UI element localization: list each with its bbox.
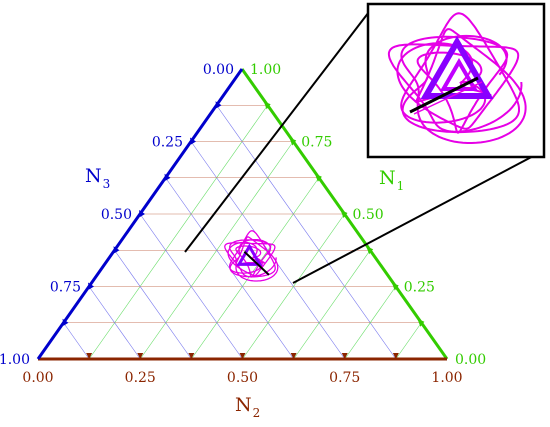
tick-mark-n2	[290, 353, 297, 359]
tick-label-n3: 0.50	[101, 207, 132, 223]
tick-label-n1: 1.00	[250, 62, 281, 78]
tick-label-n3: 0.75	[50, 280, 81, 296]
tick-label-n2: 0.50	[227, 370, 258, 386]
tick-mark-n3	[113, 246, 120, 254]
inset-segment-trace	[413, 81, 483, 115]
grid-line-n2	[88, 105, 268, 360]
tick-label-n1: 0.50	[353, 207, 384, 223]
tick-mark-n1	[289, 137, 297, 146]
trajectory-main	[224, 230, 279, 282]
tick-mark-n1	[391, 282, 399, 291]
tick-label-n2: 0.00	[22, 370, 53, 386]
tick-mark-n2	[341, 353, 348, 359]
tick-mark-n3	[215, 101, 222, 109]
tick-mark-n1	[263, 101, 271, 110]
grid-line-n3	[114, 250, 192, 360]
tick-mark-n3	[139, 210, 145, 217]
tick-mark-n1	[314, 173, 322, 182]
trajectory-limit-cycle	[236, 243, 263, 266]
axis-title-n1: N1	[379, 167, 404, 193]
tick-label-n1: 0.25	[404, 280, 435, 296]
tick-labels: 0.00 0.00 0.00 0.25 0.25 0.25 0.50 0.50 0.50 0.75…	[0, 62, 486, 386]
tick-mark-n2	[137, 353, 144, 359]
zoom-leader-lower	[292, 152, 540, 284]
tick-mark-n1	[366, 246, 374, 255]
grid-line-n2	[191, 177, 320, 360]
inset-limit-cycle	[420, 36, 494, 99]
tick-mark-n3	[62, 318, 69, 326]
zoom-inset	[366, 2, 546, 159]
tick-label-n3: 1.00	[0, 352, 30, 368]
tick-mark-n2	[392, 353, 399, 359]
grid-line-n2	[344, 286, 396, 360]
zoom-leader-upper	[184, 7, 373, 253]
tick-marks	[62, 101, 425, 359]
grid-line-n3	[216, 105, 397, 360]
grid-line-n3	[139, 213, 243, 360]
tick-label-n1: 0.00	[455, 352, 486, 368]
tick-label-n3: 0.00	[203, 62, 234, 78]
tick-label-n1: 0.75	[301, 135, 332, 151]
inset-frame	[366, 2, 546, 159]
grid-line-n2	[293, 250, 371, 360]
grid-line-n2	[242, 213, 345, 360]
trajectory-segment	[243, 250, 270, 276]
tick-label-n2: 0.25	[125, 370, 156, 386]
tick-mark-n2	[86, 353, 93, 359]
grid-line-n3	[88, 286, 141, 360]
tick-mark-n3	[164, 173, 171, 181]
inset-loops	[387, 12, 527, 144]
tick-mark-n1	[340, 210, 348, 218]
tick-mark-n3	[190, 137, 196, 145]
tick-mark-n2	[188, 353, 195, 359]
grid-line-n3	[63, 322, 90, 360]
tick-label-n2: 1.00	[431, 370, 462, 386]
tick-mark-n1	[417, 318, 425, 327]
tick-label-n3: 0.25	[152, 135, 183, 151]
grid-line-n2	[395, 322, 422, 360]
axis-title-n3: N3	[85, 165, 110, 191]
axis-title-n2: N2	[235, 394, 260, 420]
tick-mark-n3	[88, 282, 94, 290]
trajectory-inset	[387, 12, 527, 144]
inset-segment	[409, 76, 479, 114]
tick-mark-n2	[239, 353, 246, 359]
tick-label-n2: 0.75	[329, 370, 360, 386]
trajectory-loops	[224, 230, 279, 282]
